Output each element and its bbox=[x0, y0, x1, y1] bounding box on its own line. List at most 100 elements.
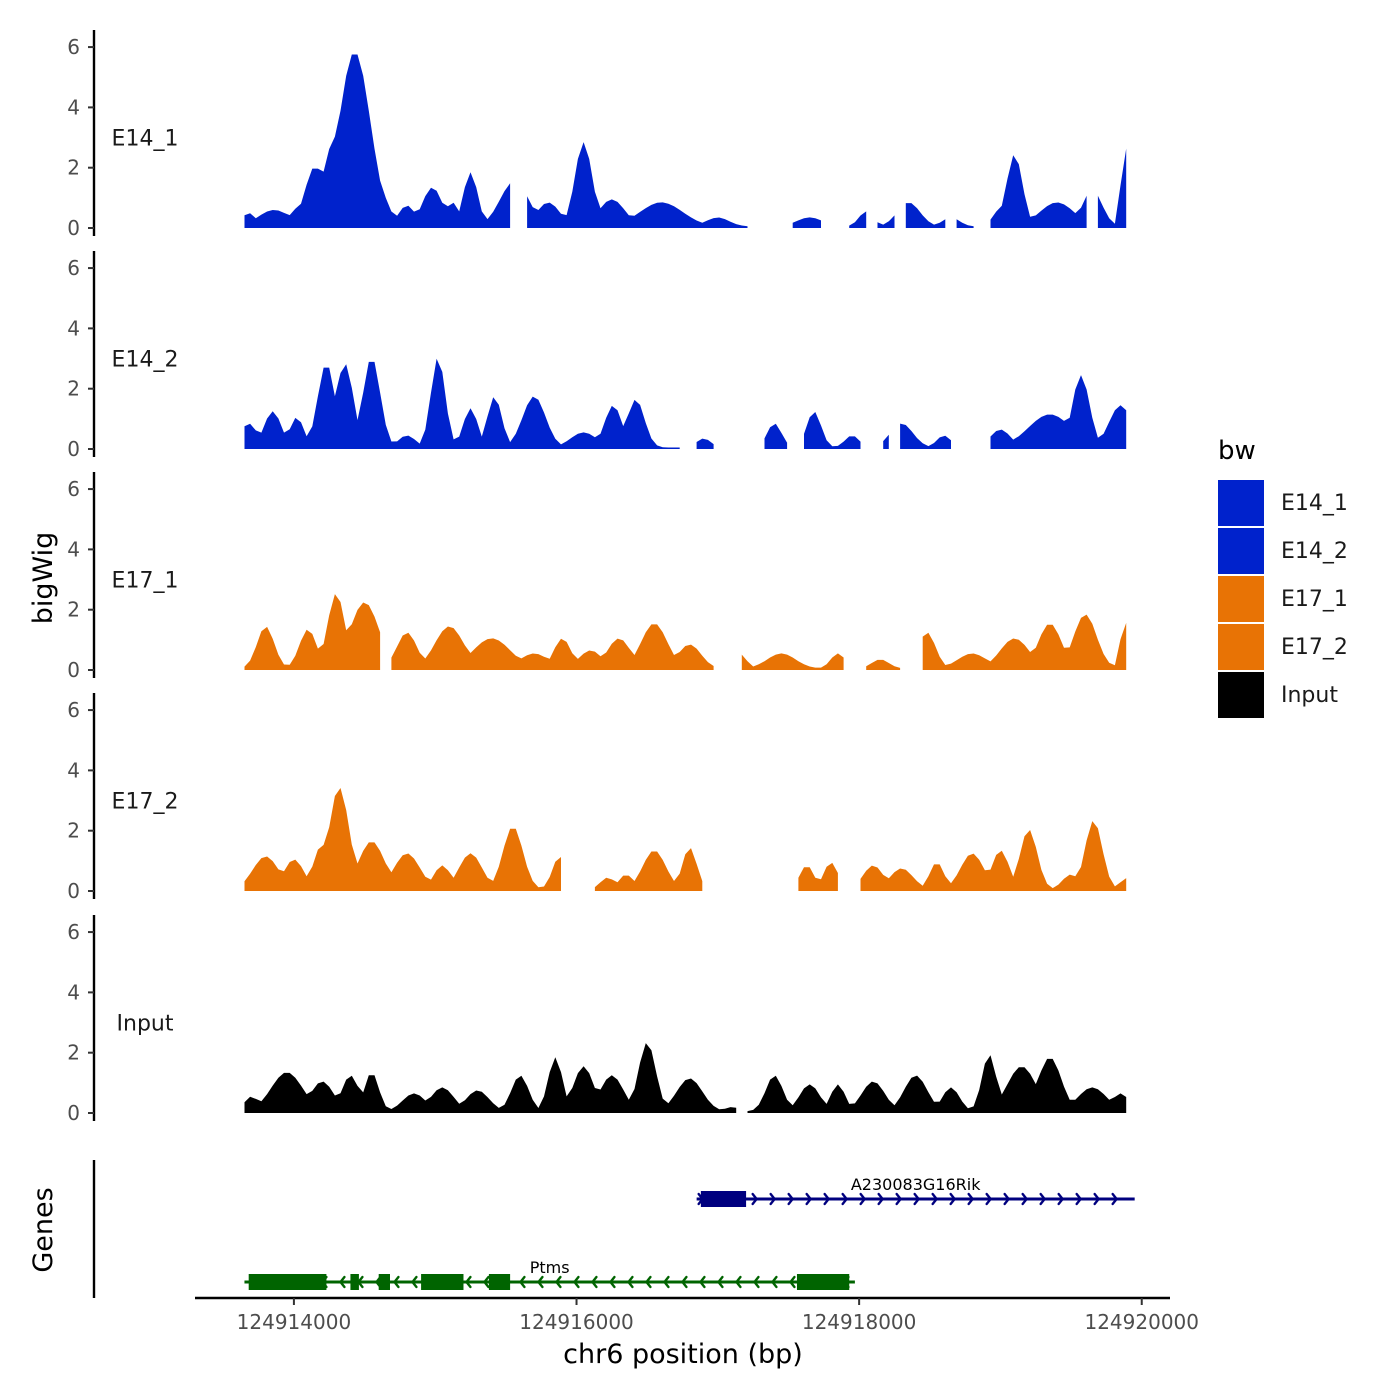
track-label: E17_1 bbox=[112, 569, 179, 594]
coverage-area bbox=[792, 217, 821, 228]
legend-label: E14_1 bbox=[1281, 491, 1348, 516]
y-tick-label: 4 bbox=[67, 758, 80, 782]
strand-chevron bbox=[716, 1275, 724, 1289]
strand-chevron bbox=[1057, 1192, 1065, 1206]
strand-chevron bbox=[698, 1275, 706, 1289]
legend-key bbox=[1218, 672, 1264, 718]
track-label: E14_1 bbox=[112, 127, 179, 152]
legend-label: E14_2 bbox=[1281, 539, 1348, 564]
strand-chevron bbox=[680, 1275, 688, 1289]
strand-chevron bbox=[770, 1275, 778, 1289]
y-axis-title: bigWig bbox=[28, 532, 59, 625]
y-tick-label: 4 bbox=[67, 316, 80, 340]
strand-chevron bbox=[482, 1275, 490, 1289]
strand-chevron bbox=[769, 1192, 777, 1206]
strand-chevron bbox=[410, 1275, 418, 1289]
genes-axis-title: Genes bbox=[28, 1187, 59, 1272]
y-tick-label: 2 bbox=[67, 156, 80, 180]
coverage-area bbox=[905, 203, 946, 228]
y-tick-label: 2 bbox=[67, 377, 80, 401]
x-axis-title: chr6 position (bp) bbox=[563, 1339, 803, 1370]
y-tick-label: 6 bbox=[67, 35, 80, 59]
coverage-area bbox=[804, 412, 861, 449]
coverage-area bbox=[244, 358, 680, 449]
legend-label: E17_1 bbox=[1281, 587, 1348, 612]
coverage-area bbox=[922, 614, 1127, 670]
coverage-area bbox=[1097, 148, 1127, 228]
strand-chevron bbox=[1003, 1192, 1011, 1206]
coverage-area bbox=[798, 862, 838, 891]
coverage-area bbox=[391, 624, 714, 670]
strand-chevron bbox=[662, 1275, 670, 1289]
legend: bw E14_1 E14_2 E17_1 E17_2 Input bbox=[1218, 436, 1348, 718]
strand-chevron bbox=[554, 1275, 562, 1289]
strand-chevron bbox=[338, 1275, 346, 1289]
gene-label: A230083G16Rik bbox=[851, 1175, 981, 1194]
coverage-area bbox=[244, 788, 561, 891]
coverage-area bbox=[244, 594, 381, 670]
coverage-area bbox=[900, 423, 951, 449]
coverage-area bbox=[244, 54, 511, 228]
coverage-area bbox=[747, 1055, 1127, 1113]
x-tick-label: 124920000 bbox=[1084, 1310, 1199, 1334]
coverage-area bbox=[594, 848, 703, 891]
track-label: E14_2 bbox=[112, 348, 179, 373]
coverage-area bbox=[883, 434, 889, 449]
track-label: Input bbox=[117, 1012, 174, 1037]
x-tick-label: 124918000 bbox=[802, 1310, 917, 1334]
strand-chevron bbox=[788, 1275, 796, 1289]
legend-title: bw bbox=[1218, 436, 1256, 466]
y-tick-label: 4 bbox=[67, 537, 80, 561]
y-tick-label: 0 bbox=[67, 1101, 80, 1125]
track-E14_1: 0 2 4 6 E14_1 bbox=[67, 30, 1127, 240]
y-tick-label: 0 bbox=[67, 216, 80, 240]
strand-chevron bbox=[608, 1275, 616, 1289]
track-label: E17_2 bbox=[112, 790, 179, 815]
strand-chevron bbox=[1111, 1192, 1119, 1206]
gene-exon bbox=[378, 1274, 390, 1290]
coverage-area bbox=[696, 438, 714, 449]
coverage-area bbox=[849, 211, 867, 228]
legend-key bbox=[1218, 576, 1264, 622]
strand-chevron bbox=[985, 1192, 993, 1206]
gene-label: Ptms bbox=[530, 1258, 570, 1277]
strand-chevron bbox=[859, 1192, 867, 1206]
y-tick-label: 6 bbox=[67, 698, 80, 722]
y-tick-label: 4 bbox=[67, 95, 80, 119]
strand-chevron bbox=[895, 1192, 903, 1206]
legend-key bbox=[1218, 528, 1264, 574]
gene-exon bbox=[488, 1274, 511, 1290]
strand-chevron bbox=[823, 1192, 831, 1206]
y-tick-label: 2 bbox=[67, 1041, 80, 1065]
gene-exon bbox=[248, 1274, 327, 1290]
strand-chevron bbox=[572, 1275, 580, 1289]
coverage-tracks: 0 2 4 6 E14_1 0 2 4 6 E14_2 0 2 4 6 E17_1 0 2 4 6 E17_2 0 2 4 6… bbox=[67, 30, 1127, 1125]
track-E17_2: 0 2 4 6 E17_2 bbox=[67, 693, 1127, 903]
strand-chevron bbox=[644, 1275, 652, 1289]
strand-chevron bbox=[931, 1192, 939, 1206]
track-Input: 0 2 4 6 Input bbox=[67, 915, 1127, 1125]
y-tick-label: 0 bbox=[67, 658, 80, 682]
gene-A230083G16Rik: A230083G16Rik bbox=[696, 1175, 1135, 1207]
y-tick-label: 0 bbox=[67, 879, 80, 903]
strand-chevron bbox=[1093, 1192, 1101, 1206]
strand-chevron bbox=[590, 1275, 598, 1289]
strand-chevron bbox=[518, 1275, 526, 1289]
gene-exon bbox=[796, 1274, 850, 1290]
gene-Ptms: Ptms bbox=[244, 1258, 855, 1290]
y-tick-label: 6 bbox=[67, 920, 80, 944]
x-tick-label: 124916000 bbox=[519, 1310, 634, 1334]
strand-chevron bbox=[949, 1192, 957, 1206]
y-tick-label: 0 bbox=[67, 437, 80, 461]
coverage-area bbox=[877, 215, 895, 228]
coverage-area bbox=[741, 653, 844, 670]
x-tick-label: 124914000 bbox=[237, 1310, 352, 1334]
coverage-area bbox=[956, 219, 974, 228]
strand-chevron bbox=[1021, 1192, 1029, 1206]
legend-label: Input bbox=[1281, 683, 1338, 708]
gene-exon bbox=[700, 1191, 747, 1207]
genes-panel: A230083G16Rik Ptms bbox=[92, 1160, 1135, 1298]
strand-chevron bbox=[392, 1275, 400, 1289]
